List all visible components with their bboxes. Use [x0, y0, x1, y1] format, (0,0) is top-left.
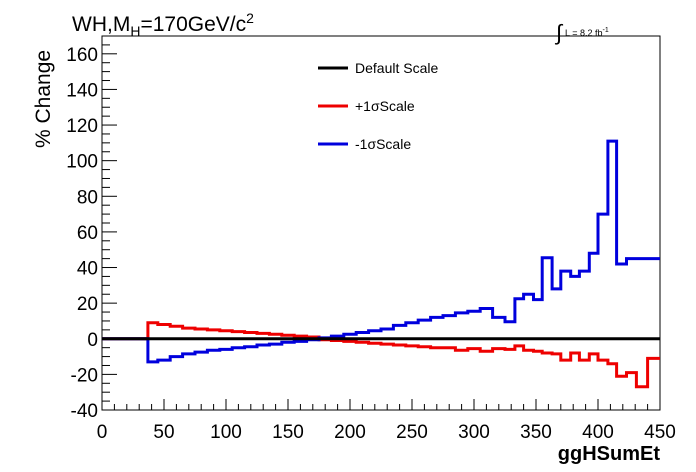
- x-tick-label: 100: [210, 422, 242, 443]
- legend-label: -1σScale: [355, 136, 411, 152]
- legend-label: +1σScale: [355, 98, 415, 114]
- x-tick-label: 250: [396, 422, 428, 443]
- series-lines: [102, 139, 660, 389]
- y-axis-label: % Change: [32, 50, 55, 148]
- x-tick-label: 0: [97, 422, 108, 443]
- x-tick-label: 350: [520, 422, 552, 443]
- integral-symbol: ∫: [556, 20, 563, 45]
- y-tick-label: 40: [77, 259, 98, 280]
- title-subscript: H: [130, 23, 141, 40]
- title-middle: =170GeV/c: [140, 13, 247, 36]
- x-tick-label: 150: [272, 422, 304, 443]
- x-axis-label: ggHSumEt: [558, 443, 661, 465]
- series-line--1-scale: [102, 321, 660, 389]
- x-tick-label: 50: [153, 422, 174, 443]
- luminosity-text: L = 8.2 fb: [565, 28, 603, 38]
- title-prefix: WH,M: [72, 13, 131, 36]
- x-axis-ticks: 0 50 100 150 200 250 300 350 400 450: [97, 399, 676, 443]
- y-axis-ticks: -40 -20 0 20 40 60 80 100 120 140 160: [66, 35, 117, 422]
- y-tick-label: -20: [71, 365, 98, 386]
- x-tick-label: 400: [582, 422, 614, 443]
- legend: Default Scale +1σScale -1σScale: [318, 60, 438, 152]
- x-tick-label: 300: [458, 422, 490, 443]
- y-tick-label: 100: [66, 152, 98, 173]
- title-superscript: 2: [246, 10, 254, 26]
- luminosity-superscript: -1: [602, 27, 609, 34]
- y-tick-label: 120: [66, 116, 98, 137]
- x-tick-label: 450: [644, 422, 676, 443]
- y-tick-label: 80: [77, 187, 98, 208]
- legend-label: Default Scale: [355, 60, 438, 76]
- y-tick-label: 140: [66, 80, 98, 101]
- y-tick-label: 20: [77, 294, 98, 315]
- x-tick-label: 200: [334, 422, 366, 443]
- chart-title: WH,MH=170GeV/c2: [72, 10, 254, 39]
- y-tick-label: -40: [71, 401, 98, 422]
- y-tick-label: 60: [77, 223, 98, 244]
- y-tick-label: 160: [66, 45, 98, 66]
- y-tick-label: 0: [87, 330, 98, 351]
- luminosity-label: ∫ L = 8.2 fb-1: [556, 16, 609, 45]
- series-line--1-scale: [102, 139, 660, 364]
